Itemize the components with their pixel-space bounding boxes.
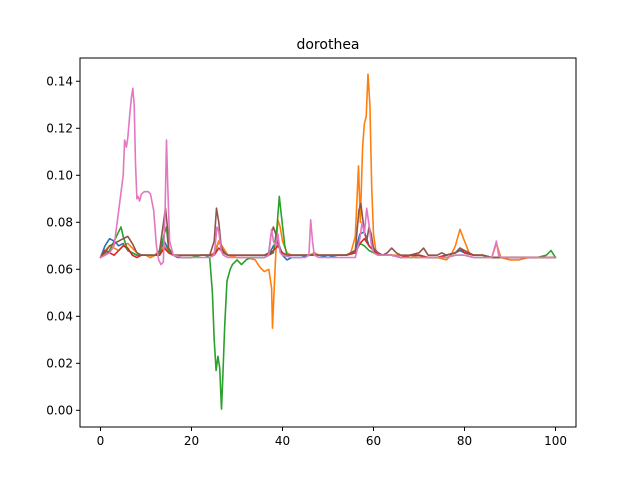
- x-tick-label: 100: [544, 434, 567, 448]
- y-tick-label: 0.02: [46, 356, 73, 370]
- series-line-5: [99, 202, 557, 259]
- x-tick-label: 40: [275, 434, 290, 448]
- y-tick-label: 0.14: [46, 74, 73, 88]
- y-tick-label: 0.06: [46, 262, 73, 276]
- series-layer: [99, 73, 557, 410]
- x-axis-ticks: 0 20 40 60 80 100: [97, 427, 567, 448]
- plot-frame: [79, 57, 577, 428]
- y-tick-label: 0.04: [46, 309, 73, 323]
- y-tick-label: 0.08: [46, 215, 73, 229]
- y-axis-ticks: 0.00 0.02 0.04 0.06 0.08 0.10 0.12 0.14: [46, 74, 80, 417]
- series-line-6: [99, 87, 557, 266]
- y-tick-label: 0.12: [46, 121, 73, 135]
- chart-title: dorothea: [296, 37, 359, 53]
- x-tick-label: 60: [366, 434, 381, 448]
- x-tick-label: 0: [97, 434, 105, 448]
- y-tick-label: 0.00: [46, 403, 73, 417]
- y-tick-label: 0.10: [46, 168, 73, 182]
- x-tick-label: 80: [457, 434, 472, 448]
- x-tick-label: 20: [184, 434, 199, 448]
